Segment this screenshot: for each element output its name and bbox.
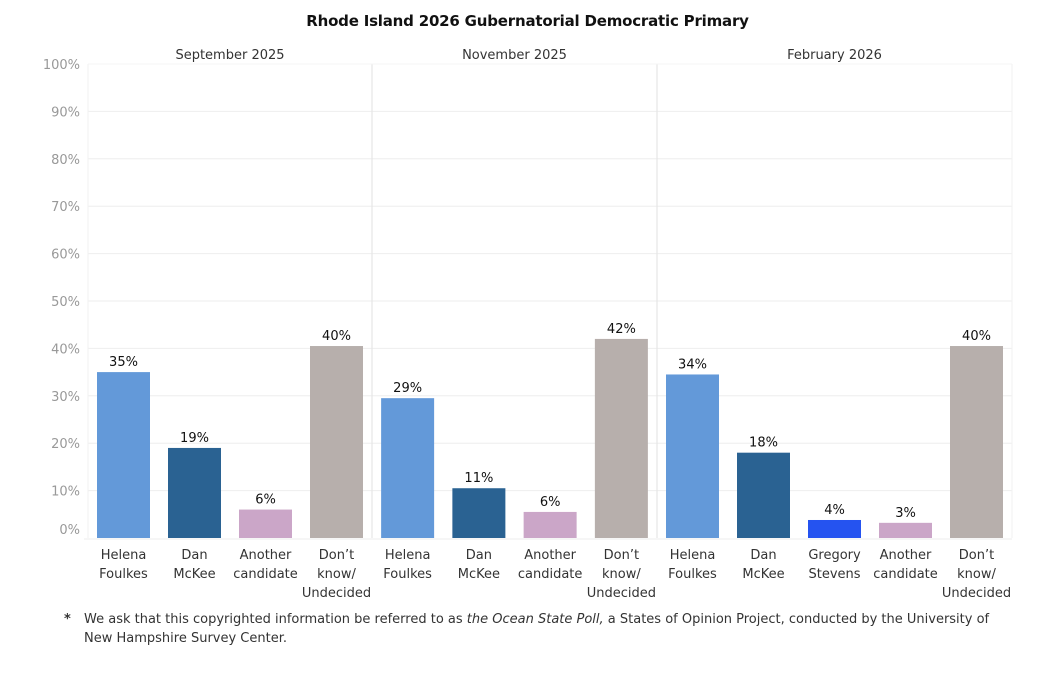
y-tick-label: 0% bbox=[59, 523, 80, 538]
bar bbox=[168, 447, 221, 538]
category-label: candidate bbox=[233, 567, 298, 582]
data-label: 34% bbox=[678, 357, 707, 372]
footnote: * We ask that this copyrighted informati… bbox=[64, 610, 994, 648]
bar bbox=[523, 511, 577, 538]
panel-title: February 2026 bbox=[787, 48, 882, 63]
category-label: McKee bbox=[742, 567, 784, 582]
gridlines bbox=[84, 63, 1013, 540]
data-label: 40% bbox=[322, 329, 351, 344]
bar bbox=[666, 374, 719, 538]
footnote-text: We ask that this copyrighted information… bbox=[84, 610, 994, 648]
y-tick-label: 100% bbox=[43, 58, 80, 73]
data-label: 11% bbox=[464, 471, 493, 486]
y-tick-label: 40% bbox=[51, 342, 80, 357]
category-label: candidate bbox=[518, 567, 583, 582]
footnote-text-before: We ask that this copyrighted information… bbox=[84, 612, 467, 627]
category-label: know/ bbox=[317, 567, 356, 582]
category-label: Don’t bbox=[959, 548, 994, 563]
data-label: 4% bbox=[824, 503, 845, 518]
category-label: Don’t bbox=[604, 548, 639, 563]
data-label: 3% bbox=[895, 506, 916, 521]
y-tick-label: 50% bbox=[51, 295, 80, 310]
footnote-marker: * bbox=[64, 612, 71, 627]
bar bbox=[950, 346, 1003, 538]
data-label: 18% bbox=[749, 436, 778, 451]
y-tick-label: 70% bbox=[51, 200, 80, 215]
category-label: Dan bbox=[750, 548, 776, 563]
data-label: 29% bbox=[393, 381, 422, 396]
bar bbox=[239, 509, 292, 538]
panel-3: February 2026 34% Helena Foulkes 18% Dan McKee… bbox=[666, 48, 1011, 601]
category-label: Another bbox=[524, 548, 576, 563]
category-label: Gregory bbox=[808, 548, 861, 563]
bar bbox=[879, 522, 932, 538]
bar bbox=[97, 372, 150, 538]
bar bbox=[452, 488, 506, 538]
category-label: Foulkes bbox=[383, 567, 432, 582]
bar bbox=[737, 452, 790, 538]
category-label: Helena bbox=[670, 548, 716, 563]
panel-1: September 2025 35% Helena Foulkes 19% Dan McKe… bbox=[97, 48, 371, 601]
bar-chart: 0% 10% 20% 30% 40% 50% 60% 70% 80% 90% 100% Septem… bbox=[43, 48, 1013, 601]
bar bbox=[594, 338, 648, 538]
category-label: Undecided bbox=[302, 586, 371, 601]
y-tick-label: 20% bbox=[51, 437, 80, 452]
panel-title: September 2025 bbox=[175, 48, 284, 63]
y-tick-label: 30% bbox=[51, 390, 80, 405]
data-label: 6% bbox=[540, 495, 561, 510]
category-label: candidate bbox=[873, 567, 938, 582]
data-label: 19% bbox=[180, 431, 209, 446]
y-tick-label: 80% bbox=[51, 153, 80, 168]
category-label: Foulkes bbox=[99, 567, 148, 582]
category-label: McKee bbox=[173, 567, 215, 582]
category-label: Dan bbox=[466, 548, 492, 563]
bar bbox=[808, 519, 861, 538]
y-tick-label: 10% bbox=[51, 485, 80, 500]
category-label: Another bbox=[240, 548, 292, 563]
category-label: Undecided bbox=[587, 586, 656, 601]
data-label: 40% bbox=[962, 329, 991, 344]
panel-title: November 2025 bbox=[462, 48, 567, 63]
category-label: Don’t bbox=[319, 548, 354, 563]
y-axis: 0% 10% 20% 30% 40% 50% 60% 70% 80% 90% 100% bbox=[43, 58, 80, 538]
y-tick-label: 90% bbox=[51, 105, 80, 120]
category-label: Another bbox=[880, 548, 932, 563]
bar bbox=[310, 346, 363, 538]
category-label: Helena bbox=[101, 548, 147, 563]
category-label: McKee bbox=[458, 567, 500, 582]
bar bbox=[381, 398, 435, 538]
category-label: Stevens bbox=[808, 567, 860, 582]
category-label: Foulkes bbox=[668, 567, 717, 582]
data-label: 35% bbox=[109, 355, 138, 370]
footnote-text-after: a States of Opinion Project, conducted b… bbox=[84, 612, 990, 646]
category-label: know/ bbox=[602, 567, 641, 582]
data-label: 6% bbox=[255, 493, 276, 508]
data-label: 42% bbox=[607, 322, 636, 337]
category-label: Dan bbox=[181, 548, 207, 563]
panel-2: November 2025 29% Helena Foulkes 11% Dan McKee… bbox=[381, 48, 656, 601]
panels: September 2025 35% Helena Foulkes 19% Dan McKe… bbox=[97, 48, 1011, 601]
category-label: Helena bbox=[385, 548, 431, 563]
y-tick-label: 60% bbox=[51, 248, 80, 263]
category-label: Undecided bbox=[942, 586, 1011, 601]
chart-title: Rhode Island 2026 Gubernatorial Democrat… bbox=[306, 12, 749, 30]
category-label: know/ bbox=[957, 567, 996, 582]
footnote-poll-name: the Ocean State Poll, bbox=[466, 612, 604, 627]
